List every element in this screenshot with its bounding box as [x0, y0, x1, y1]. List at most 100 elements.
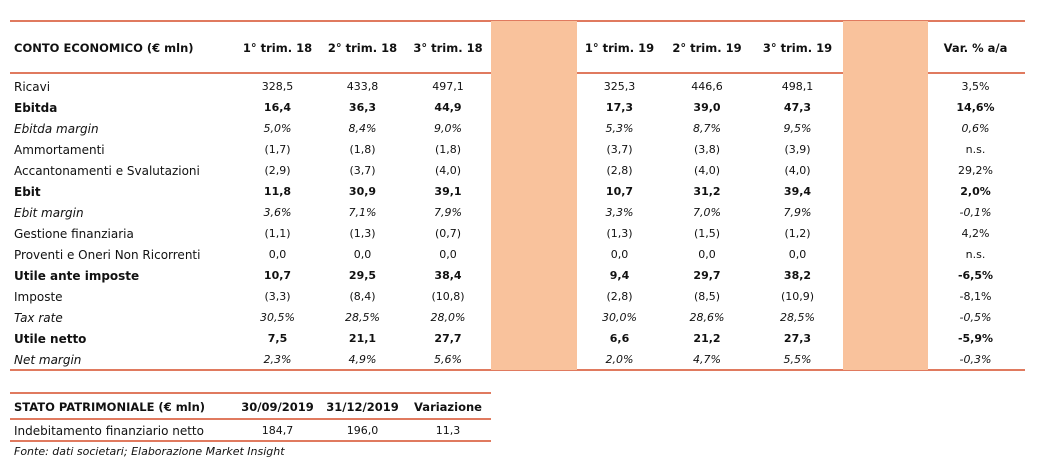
- cell: 27,7: [434, 332, 462, 345]
- row-label: Imposte: [14, 290, 63, 304]
- cell: 29,2%: [958, 164, 993, 177]
- cell: 5,6%: [434, 353, 462, 366]
- cell: 5,3%: [605, 122, 634, 135]
- cell: 21,1: [348, 332, 377, 345]
- cell: 16,4: [263, 101, 292, 114]
- header-cell: 1° trim. 18: [242, 41, 313, 55]
- cell: 5,5%: [783, 353, 812, 366]
- header-cell: 3° trim. 18: [413, 41, 483, 55]
- header-cell: 2° trim. 18: [327, 41, 398, 55]
- cell: 328,5: [261, 80, 294, 93]
- cell: 28,5%: [345, 311, 380, 324]
- header-cell: 2° trim. 19: [672, 41, 742, 55]
- cell: 17,3: [605, 101, 634, 114]
- cell: -6,5%: [957, 269, 994, 282]
- cell: 3,5%: [961, 80, 990, 93]
- cell: 498,1: [781, 80, 814, 93]
- rule: [10, 418, 491, 420]
- cell: -8,1%: [959, 290, 992, 303]
- cell: 196,0: [346, 424, 379, 437]
- cell: 47,3: [783, 101, 812, 114]
- cell: 0,0: [439, 248, 457, 261]
- row-label: Ebitda: [14, 101, 58, 115]
- cell: (3,3): [264, 290, 291, 303]
- cell: (0,7): [434, 227, 462, 240]
- row-label: Ebitda margin: [14, 122, 99, 136]
- cell: 38,4: [434, 269, 462, 282]
- cell: 30,0%: [602, 311, 637, 324]
- cell: (2,9): [264, 164, 291, 177]
- cell: n.s.: [965, 248, 986, 261]
- row-label: Ricavi: [14, 80, 51, 94]
- row-label: Ebit: [14, 185, 41, 199]
- row-label: Indebitamento finanziario netto: [14, 424, 204, 438]
- cell: 6,6: [609, 332, 630, 345]
- row-label: Ebit margin: [14, 206, 84, 220]
- cell: 29,7: [693, 269, 721, 282]
- cell: 3,3%: [605, 206, 634, 219]
- row-label: Tax rate: [14, 311, 63, 325]
- cell: 39,1: [434, 185, 462, 198]
- cell: 8,4%: [348, 122, 377, 135]
- row-label: Gestione finanziaria: [14, 227, 134, 241]
- cell: (1,8): [434, 143, 462, 156]
- cell: 4,9%: [348, 353, 377, 366]
- cell: 11,3: [435, 424, 461, 437]
- cell: 325,3: [603, 80, 636, 93]
- cell: 39,0: [693, 101, 721, 114]
- cell: (4,0): [434, 164, 462, 177]
- cell: 0,0: [610, 248, 629, 261]
- row-label: Net margin: [14, 353, 82, 367]
- row-label: Utile ante imposte: [14, 269, 140, 283]
- cell: (1,3): [606, 227, 633, 240]
- cell: 10,7: [263, 269, 292, 282]
- cell: -0,1%: [959, 206, 992, 219]
- cell: 184,7: [261, 424, 294, 437]
- cell: 2,0%: [605, 353, 634, 366]
- cell: n.s.: [965, 143, 986, 156]
- cell: (4,0): [784, 164, 811, 177]
- header-cell: CONTO ECONOMICO (€ mln): [14, 41, 194, 55]
- cell: 7,5: [267, 332, 288, 345]
- row-label: Accantonamenti e Svalutazioni: [14, 164, 200, 178]
- cell: 2,3%: [263, 353, 292, 366]
- cell: 0,6%: [961, 122, 990, 135]
- cell: 9,4: [609, 269, 630, 282]
- cell: 39,4: [783, 185, 812, 198]
- header-cell: Var. % a/a: [943, 41, 1008, 55]
- cell: -0,3%: [959, 353, 992, 366]
- cell: 44,9: [434, 101, 462, 114]
- highlight: [843, 21, 928, 370]
- cell: 4,7%: [693, 353, 721, 366]
- cell: 21,2: [693, 332, 721, 345]
- cell: 10,7: [605, 185, 634, 198]
- cell: 0,0: [268, 248, 287, 261]
- cell: 7,9%: [434, 206, 462, 219]
- cell: (10,9): [780, 290, 815, 303]
- highlight: [491, 21, 577, 370]
- cell: 2,0%: [960, 185, 991, 198]
- rule: [10, 440, 491, 442]
- cell: -5,9%: [957, 332, 994, 345]
- cell: 446,6: [691, 80, 723, 93]
- cell: 31,2: [693, 185, 721, 198]
- cell: (2,8): [606, 290, 633, 303]
- cell: 38,2: [783, 269, 812, 282]
- cell: 0,0: [698, 248, 716, 261]
- cell: 36,3: [348, 101, 377, 114]
- rule: [10, 369, 1025, 371]
- cell: 7,1%: [348, 206, 377, 219]
- cell: (3,7): [606, 143, 633, 156]
- cell: 3,6%: [263, 206, 292, 219]
- cell: (1,2): [784, 227, 811, 240]
- cell: 497,1: [432, 80, 464, 93]
- cell: 30,5%: [260, 311, 295, 324]
- cell: (4,0): [693, 164, 721, 177]
- rule: [10, 392, 491, 394]
- header-cell: STATO PATRIMONIALE (€ mln): [14, 400, 206, 414]
- footnote: Fonte: dati societari; Elaborazione Mark…: [14, 445, 285, 458]
- cell: (8,4): [349, 290, 376, 303]
- cell: 28,6%: [689, 311, 725, 324]
- cell: (10,8): [431, 290, 465, 303]
